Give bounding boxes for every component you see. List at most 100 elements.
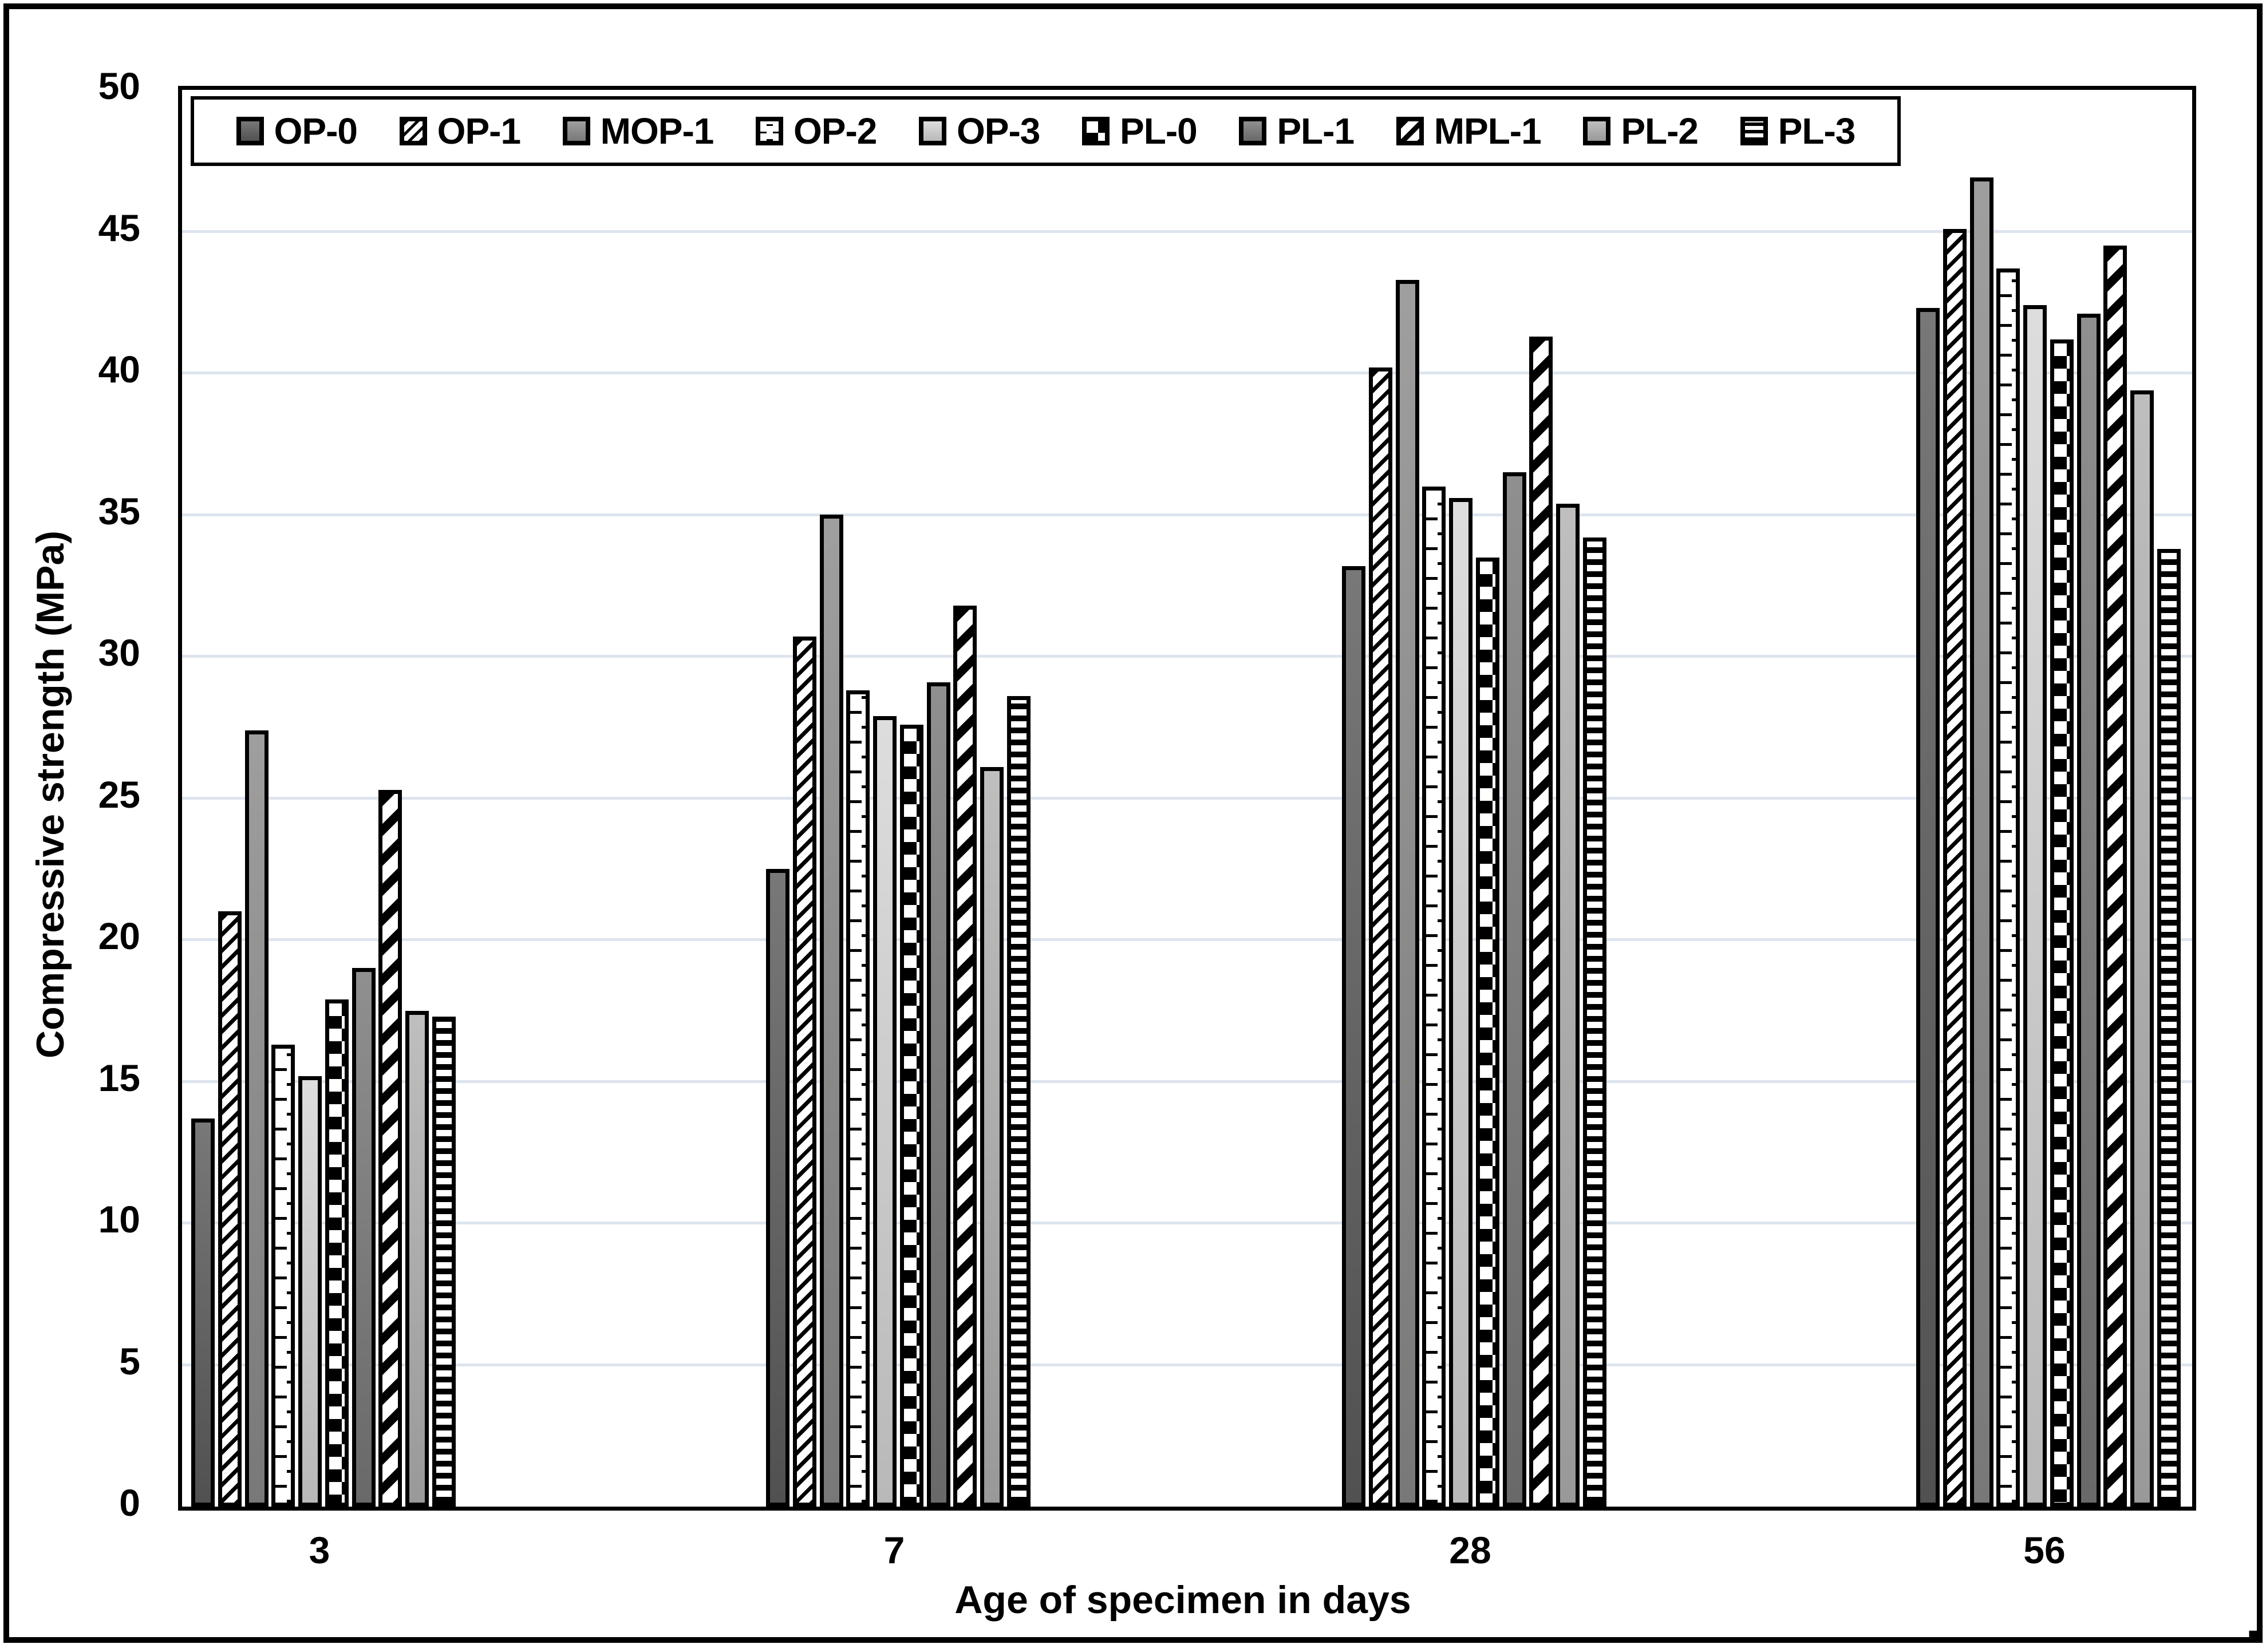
legend-swatch-MPL-1 (1396, 117, 1424, 145)
gridline-10 (182, 1222, 2192, 1224)
x-tick-7: 7 (883, 1529, 905, 1571)
bar-group-7-days (766, 515, 1031, 1507)
legend-label-OP-0: OP-0 (274, 110, 358, 152)
bar-OP-1-28days (1368, 367, 1392, 1507)
bar-MOP-1-7days (819, 515, 843, 1507)
gridline-20 (182, 938, 2192, 941)
legend-label-PL-0: PL-0 (1120, 110, 1198, 152)
bar-OP-2-56days (1996, 268, 2020, 1507)
legend-label-PL-1: PL-1 (1277, 110, 1355, 152)
bar-OP-0-56days (1916, 308, 1940, 1507)
legend-label-OP-3: OP-3 (957, 110, 1040, 152)
legend-swatch-OP-3 (919, 117, 947, 145)
bar-MPL-1-3days (378, 790, 402, 1507)
y-tick-10: 10 (98, 1198, 140, 1240)
bar-OP-3-3days (298, 1076, 322, 1507)
bar-PL-3-28days (1582, 538, 1606, 1507)
bar-OP-1-7days (792, 637, 816, 1507)
y-tick-40: 40 (98, 348, 140, 390)
bar-PL-0-3days (325, 999, 349, 1507)
y-tick-25: 25 (98, 773, 140, 816)
bar-PL-1-7days (926, 682, 950, 1507)
bar-PL-0-56days (2050, 339, 2074, 1507)
y-tick-5: 5 (119, 1339, 140, 1382)
bar-PL-3-56days (2157, 549, 2181, 1507)
bar-PL-1-3days (352, 968, 376, 1507)
legend-label-MOP-1: MOP-1 (600, 110, 714, 152)
bar-MPL-1-7days (953, 606, 977, 1507)
trailing-period: . (2245, 1590, 2261, 1651)
bar-OP-3-7days (873, 716, 897, 1507)
gridline-40 (182, 371, 2192, 374)
legend-label-OP-1: OP-1 (437, 110, 521, 152)
bar-OP-3-56days (2023, 305, 2047, 1507)
legend-item-PL-3: PL-3 (1740, 110, 1856, 152)
bar-OP-2-28days (1422, 487, 1446, 1507)
y-tick-45: 45 (98, 206, 140, 249)
bar-MOP-1-56days (1969, 177, 1993, 1507)
legend-swatch-OP-2 (756, 117, 783, 145)
bar-group-28-days (1342, 280, 1606, 1507)
gridline-15 (182, 1080, 2192, 1083)
legend-swatch-PL-2 (1583, 117, 1611, 145)
bar-PL-2-7days (980, 767, 1004, 1507)
bar-PL-0-28days (1475, 558, 1499, 1507)
gridline-45 (182, 230, 2192, 233)
bar-OP-0-3days (191, 1119, 215, 1507)
bar-PL-2-3days (405, 1011, 429, 1507)
legend-item-PL-2: PL-2 (1583, 110, 1699, 152)
bar-PL-2-56days (2130, 390, 2154, 1507)
legend-swatch-PL-0 (1082, 117, 1110, 145)
x-tick-28: 28 (1449, 1529, 1491, 1571)
bar-PL-1-28days (1502, 472, 1526, 1507)
bar-OP-1-56days (1943, 229, 1967, 1507)
bar-MOP-1-28days (1395, 280, 1419, 1507)
bar-group-3-days (191, 730, 456, 1507)
bar-OP-0-28days (1342, 566, 1365, 1507)
plot-area (178, 86, 2196, 1511)
x-tick-3: 3 (309, 1529, 330, 1571)
y-tick-30: 30 (98, 631, 140, 674)
legend: OP-0 OP-1 MOP-1 OP-2 OP-3 PL-0 PL-1 MPL-1 PL-2 PL… (191, 96, 1901, 166)
legend-label-PL-3: PL-3 (1778, 110, 1856, 152)
bar-OP-2-7days (846, 690, 870, 1507)
bar-MPL-1-56days (2103, 246, 2127, 1507)
legend-item-OP-0: OP-0 (236, 110, 358, 152)
bar-group-56-days (1916, 177, 2181, 1507)
legend-swatch-PL-3 (1740, 117, 1768, 145)
bar-PL-1-56days (2076, 314, 2101, 1507)
legend-label-PL-2: PL-2 (1621, 110, 1699, 152)
legend-label-MPL-1: MPL-1 (1434, 110, 1542, 152)
bar-OP-0-7days (766, 869, 789, 1507)
x-axis-title: Age of specimen in days (954, 1578, 1411, 1622)
legend-item-PL-0: PL-0 (1082, 110, 1198, 152)
bar-OP-2-3days (271, 1045, 295, 1507)
bar-PL-0-7days (899, 725, 923, 1507)
legend-item-MOP-1: MOP-1 (562, 110, 714, 152)
bar-OP-1-3days (218, 911, 242, 1507)
legend-label-OP-2: OP-2 (794, 110, 877, 152)
legend-swatch-OP-1 (399, 117, 427, 145)
gridline-5 (182, 1363, 2192, 1366)
legend-item-OP-2: OP-2 (756, 110, 877, 152)
y-tick-15: 15 (98, 1056, 140, 1099)
bar-PL-3-7days (1006, 696, 1031, 1507)
legend-item-PL-1: PL-1 (1239, 110, 1355, 152)
y-tick-50: 50 (98, 65, 140, 107)
legend-item-MPL-1: MPL-1 (1396, 110, 1542, 152)
x-tick-56: 56 (2023, 1529, 2066, 1571)
gridline-30 (182, 655, 2192, 658)
y-tick-0: 0 (119, 1481, 140, 1524)
y-tick-35: 35 (98, 489, 140, 532)
legend-swatch-PL-1 (1239, 117, 1267, 145)
bar-MOP-1-3days (244, 730, 269, 1507)
legend-swatch-MOP-1 (562, 117, 590, 145)
y-tick-20: 20 (98, 915, 140, 957)
bar-PL-2-28days (1556, 504, 1580, 1507)
legend-item-OP-3: OP-3 (919, 110, 1040, 152)
figure-border (3, 3, 2263, 1643)
bar-OP-3-28days (1449, 498, 1473, 1507)
bar-MPL-1-28days (1529, 337, 1553, 1507)
bar-PL-3-3days (432, 1017, 456, 1507)
